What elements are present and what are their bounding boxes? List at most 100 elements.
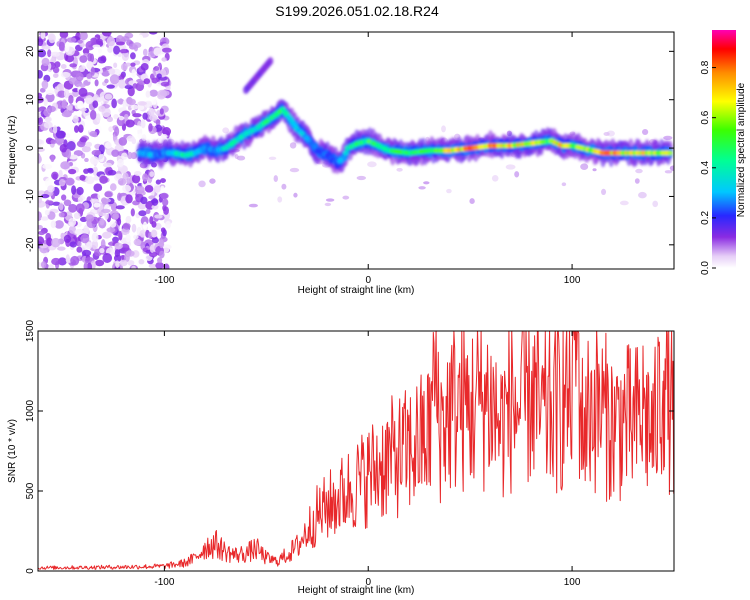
colorbar-gradient — [712, 30, 736, 268]
noise-cell — [124, 113, 129, 120]
noise-cell — [44, 209, 50, 216]
noise-cell — [63, 88, 70, 99]
noise-cell — [113, 45, 120, 55]
noise-cell — [115, 41, 125, 46]
noise-cell — [151, 99, 157, 105]
noise-cell — [106, 36, 116, 47]
noise-cell — [149, 114, 158, 122]
noise-cell — [48, 264, 55, 269]
noise-cell — [134, 170, 142, 176]
noise-cell — [89, 130, 98, 137]
noise-cell — [505, 164, 516, 170]
noise-cell — [159, 192, 169, 200]
noise-cell — [50, 139, 57, 145]
noise-cell — [109, 183, 117, 191]
noise-cell — [55, 130, 66, 139]
noise-cell — [80, 234, 90, 244]
noise-cell — [635, 168, 643, 174]
noise-cell — [159, 250, 165, 259]
noise-cell — [83, 168, 90, 174]
noise-cell — [153, 66, 160, 71]
noise-cell — [356, 175, 367, 181]
noise-cell — [68, 225, 77, 234]
noise-cell — [131, 174, 141, 184]
noise-cell — [65, 148, 72, 159]
noise-cell — [160, 185, 165, 194]
x-tick-label: -100 — [154, 577, 174, 588]
noise-cell — [324, 202, 332, 207]
noise-cell — [289, 167, 300, 173]
noise-cell — [111, 149, 120, 157]
noise-cell — [137, 133, 144, 139]
noise-cell — [131, 265, 137, 269]
noise-cell — [46, 237, 53, 247]
noise-cell — [592, 168, 597, 172]
noise-cell — [97, 48, 103, 54]
noise-cell — [50, 121, 60, 128]
noise-cell — [423, 181, 430, 185]
noise-cell — [119, 48, 129, 54]
noise-cell — [77, 240, 82, 247]
noise-cell — [41, 193, 50, 199]
noise-cell — [137, 104, 145, 111]
noise-cell — [603, 131, 610, 136]
noise-cell — [89, 109, 97, 120]
noise-cell — [131, 223, 137, 233]
noise-cell — [38, 70, 43, 79]
noise-cell — [165, 220, 172, 229]
noise-cell — [109, 221, 117, 228]
noise-cell — [151, 221, 157, 228]
noise-cell — [289, 142, 297, 149]
noise-cell — [89, 156, 99, 165]
noise-cell — [75, 72, 84, 82]
noise-cell — [132, 125, 142, 131]
noise-cell — [114, 126, 120, 137]
noise-cell — [38, 196, 42, 204]
noise-cell — [137, 34, 144, 40]
colorbar: 0.0 0.2 0.4 0.6 0.8 Normalized spectral ampl… — [700, 30, 747, 275]
noise-cell — [160, 227, 166, 233]
noise-cell — [155, 119, 161, 127]
noise-cell — [38, 236, 45, 246]
noise-cell — [112, 236, 119, 243]
noise-cell — [153, 185, 161, 193]
ridge-core-cell — [340, 155, 347, 161]
noise-cell — [101, 208, 111, 214]
noise-cell — [90, 198, 100, 204]
noise-cell — [51, 237, 61, 248]
noise-cell — [66, 37, 77, 43]
noise-cell — [57, 90, 67, 98]
noise-cell — [42, 164, 53, 170]
spectrogram-frame — [37, 31, 675, 270]
noise-cell — [44, 116, 52, 123]
noise-cell — [90, 66, 95, 77]
noise-cell — [446, 188, 452, 194]
noise-cell — [156, 73, 162, 79]
noise-cell — [142, 221, 148, 231]
noise-cell — [132, 83, 138, 89]
noise-cell — [73, 150, 84, 157]
noise-cell — [38, 38, 44, 47]
noise-cell — [79, 55, 88, 63]
noise-cell — [198, 180, 206, 188]
noise-cell — [114, 242, 123, 250]
noise-cell — [81, 145, 91, 153]
y-tick-label: 0 — [25, 145, 36, 151]
noise-cell — [142, 112, 148, 120]
noise-cell — [40, 261, 47, 269]
noise-cell — [96, 113, 101, 123]
y-tick-label: 20 — [25, 45, 36, 57]
noise-cell — [87, 52, 93, 62]
noise-cell — [108, 68, 116, 75]
noise-cell — [222, 127, 230, 134]
noise-cell — [125, 215, 132, 224]
noise-cell — [133, 44, 139, 52]
noise-cell — [120, 63, 128, 71]
noise-cell — [140, 216, 149, 226]
noise-cell — [59, 32, 69, 39]
noise-cell — [68, 217, 77, 227]
spectrogram-x-ticks: -100 0 100 — [154, 32, 581, 286]
colorbar-tick-label: 0.6 — [700, 110, 711, 124]
noise-cell — [107, 46, 113, 53]
snr-plot-area — [38, 331, 674, 571]
